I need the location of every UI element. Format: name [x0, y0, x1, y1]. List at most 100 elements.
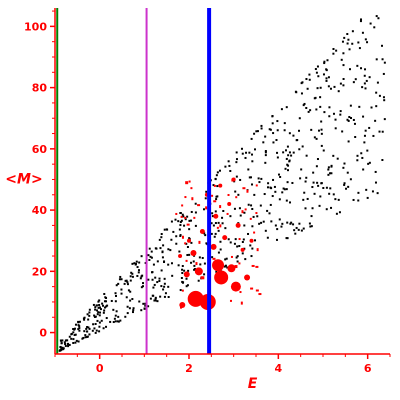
highlight-point — [193, 216, 196, 219]
band-point — [72, 331, 75, 334]
band-point — [329, 87, 332, 90]
band-point — [328, 192, 331, 195]
band-point — [94, 331, 97, 334]
y-tick-label: 100 — [24, 20, 47, 33]
band-point — [378, 130, 381, 133]
highlight-point — [181, 289, 184, 292]
band-point — [102, 304, 105, 307]
highlight-point — [184, 196, 187, 199]
band-point — [327, 166, 330, 169]
band-point — [118, 278, 121, 281]
highlight-point — [195, 262, 198, 266]
band-point — [305, 78, 308, 81]
band-point — [94, 322, 97, 325]
band-point — [250, 204, 253, 207]
band-point — [221, 216, 224, 219]
band-point — [276, 228, 279, 231]
band-point — [334, 118, 337, 121]
band-point — [229, 169, 232, 172]
highlight-point — [255, 265, 259, 268]
highlight-point — [235, 222, 241, 228]
band-point — [332, 52, 335, 55]
band-point — [292, 223, 295, 226]
band-point — [150, 250, 153, 253]
band-point — [285, 237, 288, 240]
band-point — [117, 320, 120, 323]
band-point — [304, 180, 307, 183]
band-point — [356, 159, 359, 162]
band-point — [320, 144, 323, 147]
band-point — [103, 306, 106, 309]
band-point — [342, 166, 345, 169]
band-point — [98, 330, 101, 333]
band-point — [369, 22, 372, 25]
band-point — [354, 78, 357, 81]
highlight-point — [255, 289, 259, 292]
band-point — [243, 211, 246, 214]
band-point — [159, 295, 162, 298]
band-point — [346, 42, 349, 45]
band-point — [114, 300, 117, 303]
band-point — [332, 112, 335, 115]
band-point — [347, 185, 350, 188]
band-point — [98, 299, 101, 302]
band-point — [63, 341, 66, 344]
band-point — [313, 192, 316, 195]
band-point — [215, 270, 218, 273]
band-point — [329, 172, 332, 175]
band-point — [310, 215, 313, 218]
band-point — [236, 260, 239, 263]
band-point — [221, 222, 224, 225]
band-point — [241, 240, 244, 243]
band-point — [235, 161, 238, 164]
band-point — [160, 269, 163, 272]
band-point — [203, 208, 206, 211]
band-point — [175, 242, 178, 245]
band-point — [87, 326, 90, 329]
band-point — [264, 150, 267, 153]
band-point — [332, 154, 335, 157]
band-point — [292, 151, 295, 154]
band-point — [129, 299, 132, 302]
band-point — [78, 320, 81, 323]
band-point — [184, 218, 187, 221]
band-point — [125, 296, 128, 299]
band-point — [84, 336, 87, 339]
band-point — [103, 300, 106, 303]
band-point — [125, 279, 128, 282]
band-point — [278, 218, 281, 221]
band-point — [293, 229, 296, 232]
band-point — [255, 130, 258, 133]
band-point — [131, 272, 134, 275]
band-point — [186, 246, 189, 248]
band-point — [335, 212, 338, 215]
band-point — [322, 149, 325, 152]
band-point — [142, 302, 145, 305]
band-point — [193, 264, 196, 267]
highlight-point — [198, 240, 201, 244]
band-point — [332, 193, 335, 196]
band-point — [364, 129, 367, 132]
band-point — [105, 317, 108, 320]
band-point — [315, 165, 318, 168]
band-point — [348, 115, 351, 118]
y-tick-label: 40 — [32, 204, 48, 217]
band-point — [339, 110, 342, 113]
band-point — [75, 339, 78, 342]
band-point — [247, 232, 250, 235]
band-point — [154, 276, 157, 279]
band-point — [181, 268, 184, 271]
band-point — [260, 177, 263, 180]
band-point — [330, 206, 333, 209]
band-point — [224, 264, 227, 267]
band-point — [61, 346, 64, 349]
band-point — [287, 169, 289, 172]
band-point — [271, 122, 274, 125]
band-point — [342, 64, 345, 67]
band-point — [170, 220, 173, 223]
band-point — [330, 172, 333, 175]
band-point — [264, 161, 267, 164]
band-point — [227, 238, 230, 241]
vertical-lines — [56, 8, 212, 354]
band-point — [250, 255, 253, 258]
